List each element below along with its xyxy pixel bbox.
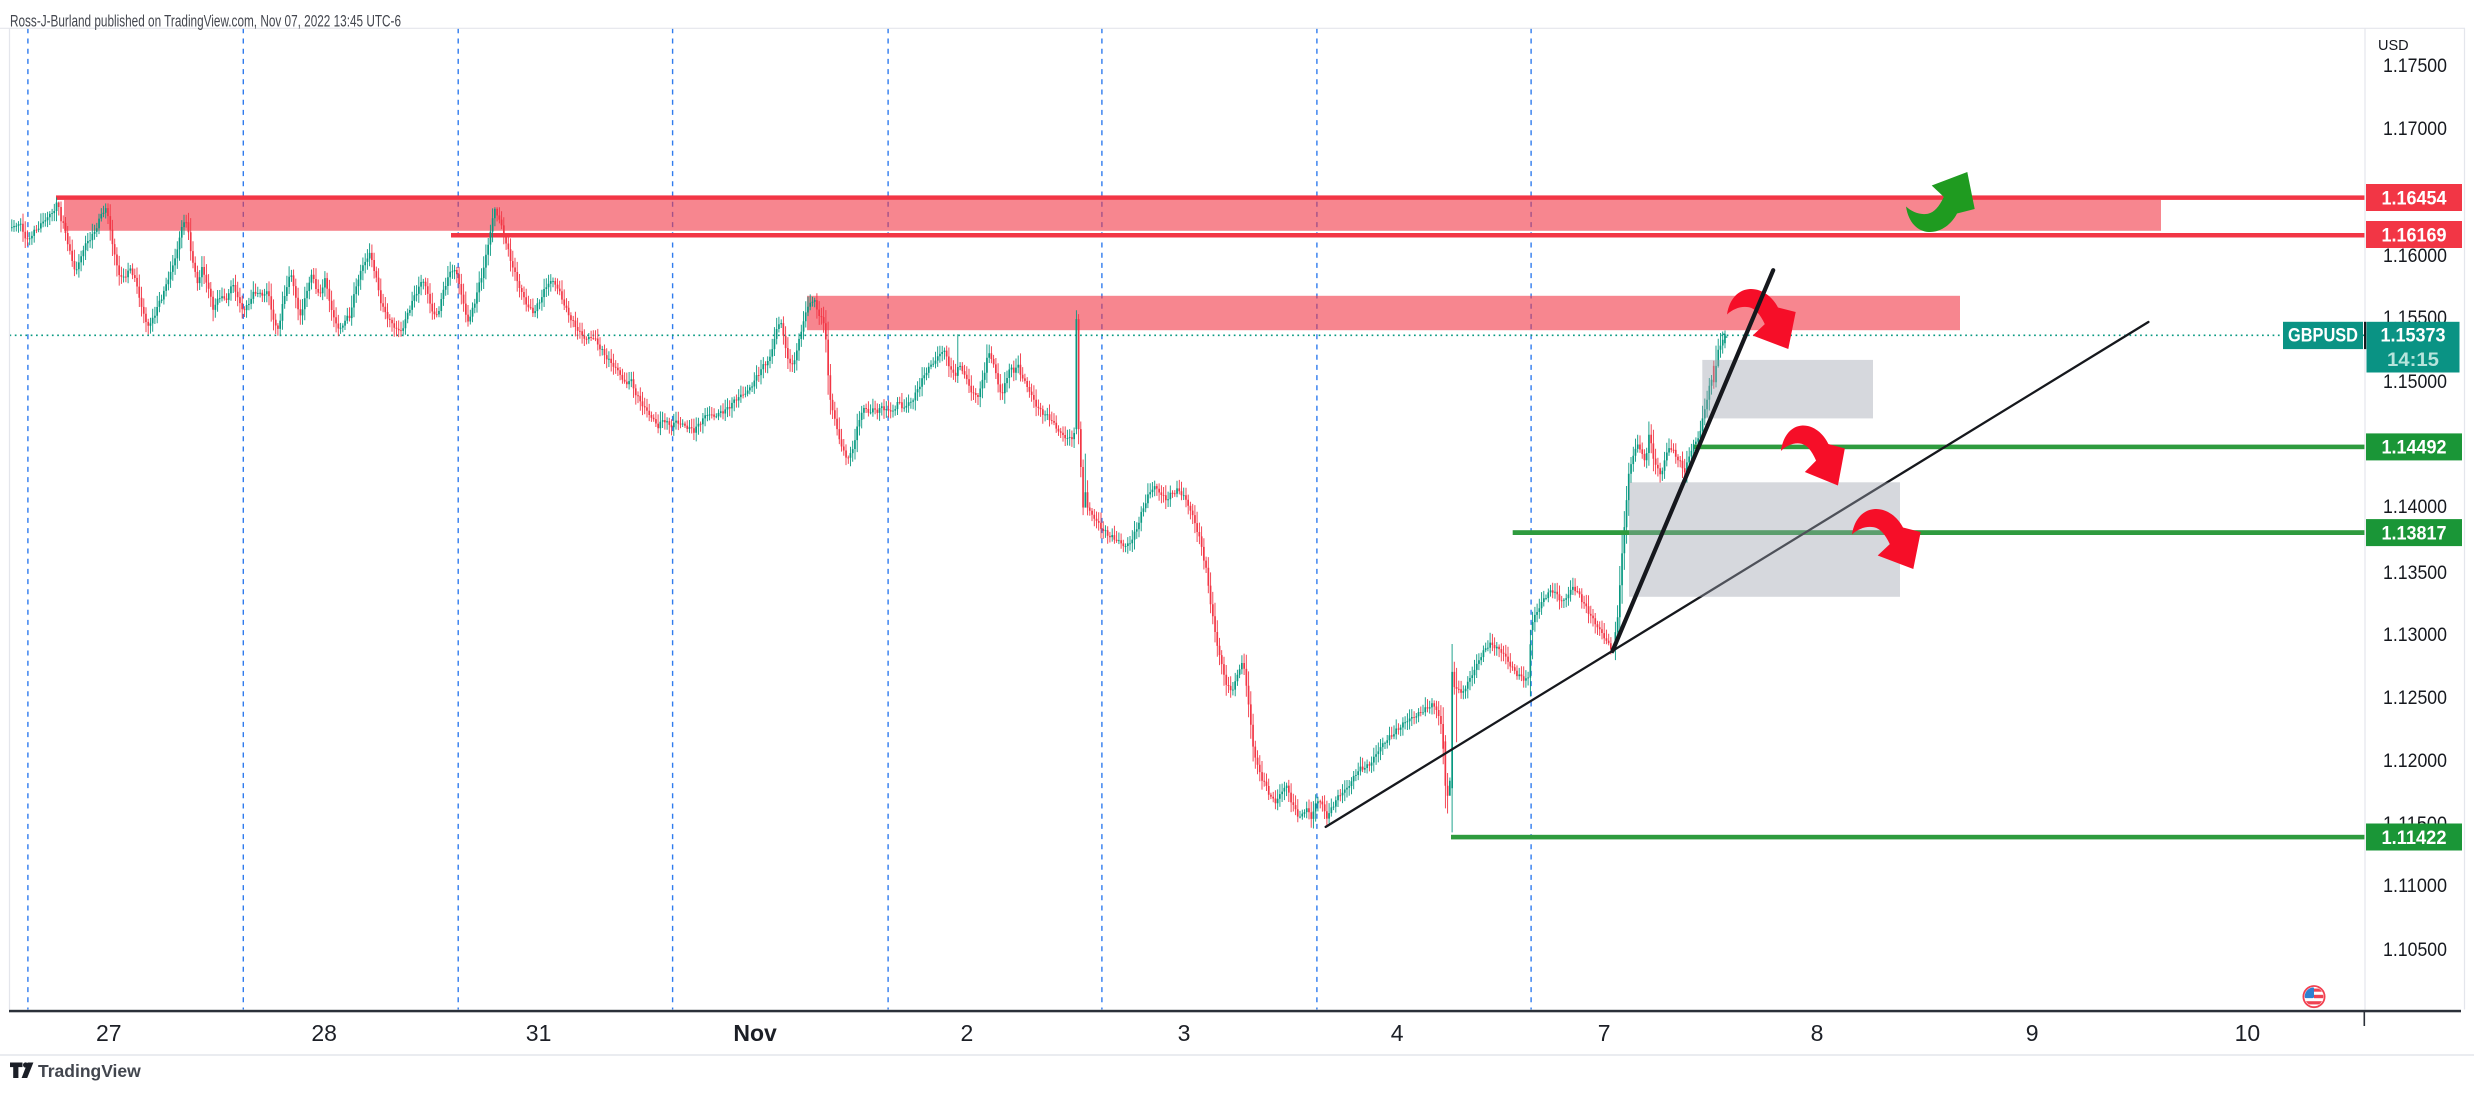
svg-text:31: 31 xyxy=(526,1020,552,1046)
svg-text:10: 10 xyxy=(2235,1020,2261,1046)
svg-text:28: 28 xyxy=(311,1020,337,1046)
svg-text:14:15: 14:15 xyxy=(2387,350,2439,371)
svg-text:27: 27 xyxy=(96,1020,122,1046)
svg-text:1.16454: 1.16454 xyxy=(2382,187,2447,209)
svg-text:1.13000: 1.13000 xyxy=(2383,624,2447,646)
svg-text:1.14000: 1.14000 xyxy=(2383,496,2447,518)
svg-text:9: 9 xyxy=(2026,1020,2039,1046)
svg-text:1.12500: 1.12500 xyxy=(2383,687,2447,709)
svg-text:1.13500: 1.13500 xyxy=(2383,562,2447,584)
svg-text:3: 3 xyxy=(1178,1020,1191,1046)
svg-text:1.11422: 1.11422 xyxy=(2382,827,2447,849)
svg-text:1.16000: 1.16000 xyxy=(2383,245,2447,267)
svg-text:1.15373: 1.15373 xyxy=(2381,325,2446,347)
svg-text:1.14492: 1.14492 xyxy=(2382,437,2447,459)
svg-text:1.13817: 1.13817 xyxy=(2382,522,2447,544)
svg-text:1.17000: 1.17000 xyxy=(2383,118,2447,140)
svg-text:7: 7 xyxy=(1598,1020,1611,1046)
svg-text:1.15000: 1.15000 xyxy=(2383,371,2447,393)
svg-text:GBPUSD: GBPUSD xyxy=(2288,326,2358,347)
svg-text:1.11000: 1.11000 xyxy=(2383,875,2447,897)
svg-text:2: 2 xyxy=(961,1020,974,1046)
svg-text:4: 4 xyxy=(1391,1020,1404,1046)
svg-text:1.10500: 1.10500 xyxy=(2383,939,2447,961)
svg-text:USD: USD xyxy=(2378,38,2409,54)
svg-text:1.16169: 1.16169 xyxy=(2382,224,2447,246)
svg-text:Ross-J-Burland published on Tr: Ross-J-Burland published on TradingView.… xyxy=(10,12,401,31)
svg-text:Nov: Nov xyxy=(733,1020,777,1046)
svg-text:TradingView: TradingView xyxy=(38,1061,141,1081)
svg-text:1.17500: 1.17500 xyxy=(2383,55,2447,77)
svg-text:8: 8 xyxy=(1811,1020,1824,1046)
svg-text:1.12000: 1.12000 xyxy=(2383,750,2447,772)
